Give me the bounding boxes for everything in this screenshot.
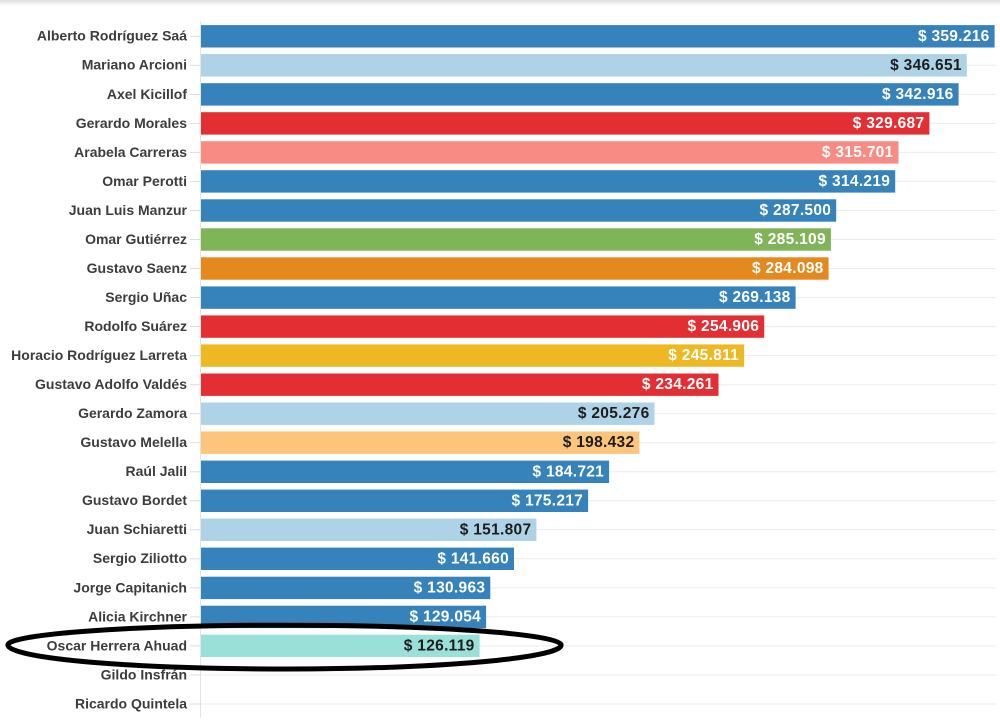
svg-text:Ricardo Quintela: Ricardo Quintela [75, 695, 187, 711]
svg-text:Alicia Kirchner: Alicia Kirchner [88, 608, 187, 624]
svg-text:Sergio Ziliotto: Sergio Ziliotto [93, 550, 187, 566]
svg-text:Jorge Capitanich: Jorge Capitanich [73, 579, 187, 595]
svg-text:$ 129.054: $ 129.054 [409, 608, 481, 625]
svg-text:Mariano Arcioni: Mariano Arcioni [82, 57, 187, 73]
svg-text:Juan Schiaretti: Juan Schiaretti [87, 521, 187, 537]
svg-text:$ 130.963: $ 130.963 [414, 579, 486, 596]
svg-text:Gustavo Saenz: Gustavo Saenz [87, 260, 187, 276]
svg-text:$ 359.216: $ 359.216 [918, 28, 990, 45]
svg-text:$ 254.906: $ 254.906 [688, 318, 760, 335]
svg-text:$ 141.660: $ 141.660 [437, 550, 509, 567]
svg-text:Horacio Rodríguez Larreta: Horacio Rodríguez Larreta [11, 347, 187, 363]
svg-text:Omar Perotti: Omar Perotti [102, 173, 187, 189]
svg-text:$ 126.119: $ 126.119 [404, 637, 475, 654]
svg-text:$ 245.811: $ 245.811 [668, 347, 739, 364]
svg-text:$ 151.807: $ 151.807 [460, 521, 532, 538]
svg-text:Raúl Jalil: Raúl Jalil [126, 463, 187, 479]
svg-text:Gerardo Zamora: Gerardo Zamora [78, 405, 187, 421]
svg-text:Gerardo Morales: Gerardo Morales [76, 115, 187, 131]
svg-text:Axel Kicillof: Axel Kicillof [107, 86, 187, 102]
svg-text:$ 287.500: $ 287.500 [760, 202, 832, 219]
svg-text:Arabela Carreras: Arabela Carreras [74, 144, 187, 160]
svg-text:Gustavo Adolfo Valdés: Gustavo Adolfo Valdés [35, 376, 187, 392]
svg-text:Alberto Rodríguez Saá: Alberto Rodríguez Saá [37, 28, 187, 44]
svg-text:Juan Luis Manzur: Juan Luis Manzur [69, 202, 188, 218]
svg-text:$ 314.219: $ 314.219 [819, 173, 891, 190]
svg-text:$ 234.261: $ 234.261 [642, 376, 714, 393]
svg-text:$ 329.687: $ 329.687 [853, 115, 925, 132]
svg-text:Sergio Uñac: Sergio Uñac [105, 289, 187, 305]
svg-text:Gustavo Bordet: Gustavo Bordet [82, 492, 187, 508]
svg-text:Oscar Herrera Ahuad: Oscar Herrera Ahuad [47, 637, 187, 653]
svg-text:Gustavo Melella: Gustavo Melella [80, 434, 187, 450]
svg-text:Omar Gutiérrez: Omar Gutiérrez [85, 231, 187, 247]
svg-text:$ 175.217: $ 175.217 [511, 492, 583, 509]
svg-text:$ 205.276: $ 205.276 [578, 405, 650, 422]
svg-text:Rodolfo Suárez: Rodolfo Suárez [84, 318, 187, 334]
svg-text:$ 184.721: $ 184.721 [532, 463, 604, 480]
svg-text:$ 315.701: $ 315.701 [822, 144, 894, 161]
svg-text:$ 284.098: $ 284.098 [752, 260, 824, 277]
svg-text:$ 346.651: $ 346.651 [890, 57, 962, 74]
svg-text:Gildo Insfrán: Gildo Insfrán [101, 666, 187, 682]
svg-text:$ 342.916: $ 342.916 [882, 86, 954, 103]
svg-text:$ 198.432: $ 198.432 [563, 434, 635, 451]
svg-text:$ 285.109: $ 285.109 [754, 231, 826, 248]
svg-text:$ 269.138: $ 269.138 [719, 289, 791, 306]
